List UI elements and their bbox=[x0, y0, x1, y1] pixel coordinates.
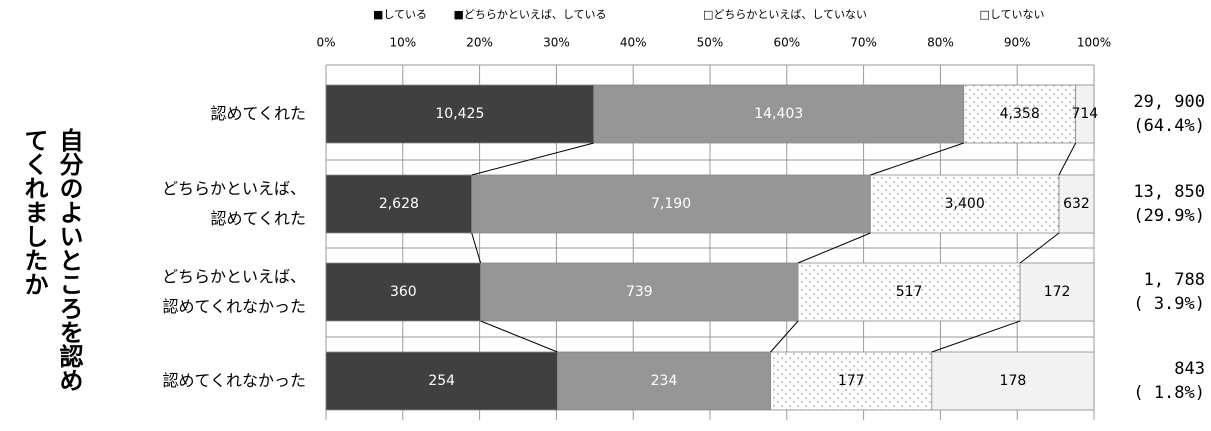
bar-segment bbox=[325, 351, 558, 411]
series-line bbox=[870, 142, 964, 176]
x-tick-label: 0% bbox=[316, 36, 335, 50]
share-label: (64.4%) bbox=[1133, 116, 1205, 136]
share-label: (29.9%) bbox=[1133, 206, 1205, 226]
total-label: 1, 788 bbox=[1143, 270, 1205, 290]
series-line bbox=[770, 320, 799, 353]
data-label: 7,190 bbox=[651, 196, 691, 212]
bar-segment bbox=[770, 351, 933, 411]
series-line bbox=[471, 142, 594, 176]
legend-label: □していない bbox=[979, 8, 1044, 21]
legend-label: ■どちらかといえば、している bbox=[453, 8, 606, 21]
bar-segment bbox=[325, 262, 482, 322]
category-label: どちらかといえば、 認めてくれた bbox=[161, 179, 306, 228]
x-tick-label: 20% bbox=[466, 36, 493, 50]
series-line bbox=[471, 232, 482, 264]
share-label: ( 3.9%) bbox=[1133, 294, 1205, 314]
total-label: 13, 850 bbox=[1133, 182, 1205, 202]
x-tick-label: 80% bbox=[927, 36, 954, 50]
series-line bbox=[480, 320, 558, 353]
data-label: 10,425 bbox=[435, 106, 484, 122]
bar-segment bbox=[963, 84, 1077, 144]
share-label: ( 1.8%) bbox=[1133, 383, 1205, 403]
bar-segment bbox=[557, 351, 771, 411]
x-tick-label: 60% bbox=[773, 36, 800, 50]
data-label: 172 bbox=[1044, 284, 1071, 300]
bar-segment bbox=[1058, 174, 1095, 234]
bar-segment bbox=[1075, 84, 1095, 144]
x-tick-label: 70% bbox=[850, 36, 877, 50]
data-label: 234 bbox=[651, 373, 678, 389]
data-label: 4,358 bbox=[1000, 106, 1040, 122]
series-line bbox=[931, 320, 1021, 353]
x-tick-label: 100% bbox=[1077, 36, 1111, 50]
bar-segment bbox=[325, 174, 473, 234]
x-tick-label: 90% bbox=[1004, 36, 1031, 50]
x-tick-label: 40% bbox=[620, 36, 647, 50]
series-line bbox=[1058, 142, 1077, 176]
category-label: 認めてくれた bbox=[210, 104, 306, 123]
category-label: どちらかといえば、 認めてくれなかった bbox=[161, 267, 306, 316]
x-tick-label: 30% bbox=[543, 36, 570, 50]
series-line bbox=[797, 232, 871, 264]
bar-segment bbox=[325, 84, 595, 144]
data-label: 360 bbox=[390, 284, 417, 300]
data-label: 517 bbox=[896, 284, 923, 300]
bar-segment bbox=[480, 262, 799, 322]
bar-segment bbox=[1019, 262, 1095, 322]
data-label: 2,628 bbox=[379, 196, 419, 212]
bar-segment bbox=[797, 262, 1021, 322]
x-tick-label: 50% bbox=[697, 36, 724, 50]
bar-segment bbox=[931, 351, 1095, 411]
bar-segment bbox=[870, 174, 1060, 234]
total-label: 843 bbox=[1174, 359, 1205, 379]
y-axis-title: 自分のよいところを認めてくれましたか bbox=[20, 128, 83, 392]
total-label: 29, 900 bbox=[1133, 92, 1205, 112]
legend-label: ■している bbox=[373, 8, 427, 21]
series-line bbox=[1019, 232, 1060, 264]
data-label: 632 bbox=[1063, 196, 1090, 212]
data-label: 254 bbox=[428, 373, 455, 389]
bar-segment bbox=[593, 84, 965, 144]
data-label: 14,403 bbox=[754, 106, 803, 122]
data-label: 3,400 bbox=[945, 196, 985, 212]
data-label: 177 bbox=[838, 373, 865, 389]
data-label: 714 bbox=[1071, 106, 1098, 122]
category-label: 認めてくれなかった bbox=[162, 371, 306, 390]
x-tick-label: 10% bbox=[389, 36, 416, 50]
legend-label: □どちらかといえば、していない bbox=[703, 8, 867, 21]
bar-segment bbox=[471, 174, 871, 234]
data-label: 178 bbox=[1000, 373, 1027, 389]
data-label: 739 bbox=[626, 284, 653, 300]
